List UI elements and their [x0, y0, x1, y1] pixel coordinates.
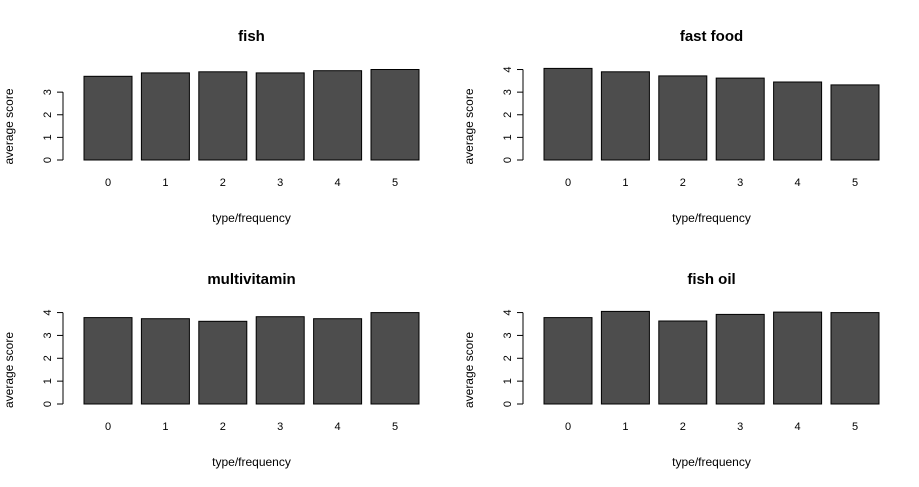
- x-tick-label-1-4: 4: [795, 177, 801, 189]
- x-tick-label-0-1: 1: [162, 177, 168, 189]
- y-axis-label-1: average score: [462, 88, 476, 164]
- x-axis-label-2: type/frequency: [212, 455, 291, 469]
- y-tick-label-0-2: 2: [42, 112, 54, 118]
- y-axis-label-0: average score: [2, 88, 16, 164]
- x-tick-label-0-2: 2: [220, 177, 226, 189]
- bar-1-5: [830, 84, 880, 161]
- y-tick-label-1-4: 4: [502, 66, 514, 72]
- bar-0-1: [140, 72, 190, 161]
- y-tick-label-2-1: 1: [42, 378, 54, 384]
- x-tick-label-1-2: 2: [680, 177, 686, 189]
- y-tick-label-0-3: 3: [42, 89, 54, 95]
- x-tick-label-3-2: 2: [680, 421, 686, 433]
- bar-1-0: [543, 67, 593, 161]
- bar-0-3: [255, 72, 305, 161]
- bar-1-3: [715, 77, 765, 161]
- y-tick-label-2-4: 4: [42, 310, 54, 316]
- y-tick-label-2-2: 2: [42, 355, 54, 361]
- x-tick-label-3-0: 0: [565, 421, 571, 433]
- x-tick-label-0-4: 4: [335, 177, 341, 189]
- bar-0-4: [313, 70, 363, 161]
- y-axis-label-3: average score: [462, 332, 476, 408]
- y-tick-label-1-3: 3: [502, 89, 514, 95]
- y-tick-label-3-2: 2: [502, 355, 514, 361]
- x-tick-label-3-5: 5: [852, 421, 858, 433]
- x-tick-label-1-3: 3: [737, 177, 743, 189]
- y-tick-label-2-0: 0: [42, 401, 54, 407]
- x-tick-label-0-5: 5: [392, 177, 398, 189]
- y-tick-label-1-0: 0: [502, 157, 514, 163]
- x-tick-label-2-0: 0: [105, 421, 111, 433]
- y-tick-label-3-3: 3: [502, 332, 514, 338]
- chart-title-1: fast food: [680, 28, 743, 45]
- bar-2-5: [370, 312, 420, 405]
- y-tick-label-1-2: 2: [502, 112, 514, 118]
- bar-3-2: [658, 320, 708, 405]
- bar-2-3: [255, 316, 305, 405]
- bar-3-1: [600, 310, 650, 405]
- x-axis-label-0: type/frequency: [212, 211, 291, 225]
- x-tick-label-2-4: 4: [335, 421, 341, 433]
- bar-0-5: [370, 69, 420, 161]
- x-tick-label-2-5: 5: [392, 421, 398, 433]
- bar-0-0: [83, 75, 133, 161]
- bar-2-0: [83, 317, 133, 405]
- bar-1-4: [773, 81, 823, 161]
- bar-1-1: [600, 71, 650, 161]
- x-tick-label-3-3: 3: [737, 421, 743, 433]
- y-tick-label-0-0: 0: [42, 157, 54, 163]
- y-axis-label-2: average score: [2, 332, 16, 408]
- y-tick-label-1-1: 1: [502, 134, 514, 140]
- y-tick-label-2-3: 3: [42, 332, 54, 338]
- chart-title-3: fish oil: [687, 271, 735, 288]
- bar-2-4: [313, 318, 363, 405]
- bar-0-2: [198, 71, 248, 161]
- bar-3-3: [715, 313, 765, 405]
- bar-3-4: [773, 311, 823, 405]
- y-tick-label-3-4: 4: [502, 310, 514, 316]
- x-tick-label-3-4: 4: [795, 421, 801, 433]
- chart-title-0: fish: [238, 28, 265, 45]
- x-tick-label-2-2: 2: [220, 421, 226, 433]
- chart-title-2: multivitamin: [207, 271, 295, 288]
- x-axis-label-3: type/frequency: [672, 455, 751, 469]
- y-tick-label-3-1: 1: [502, 378, 514, 384]
- bar-3-5: [830, 312, 880, 405]
- y-tick-label-0-1: 1: [42, 134, 54, 140]
- x-tick-label-1-5: 5: [852, 177, 858, 189]
- x-tick-label-2-1: 1: [162, 421, 168, 433]
- x-tick-label-3-1: 1: [622, 421, 628, 433]
- x-tick-label-2-3: 3: [277, 421, 283, 433]
- bar-1-2: [658, 75, 708, 161]
- x-tick-label-1-0: 0: [565, 177, 571, 189]
- x-axis-label-1: type/frequency: [672, 211, 751, 225]
- bar-2-2: [198, 320, 248, 405]
- x-tick-label-0-0: 0: [105, 177, 111, 189]
- bar-3-0: [543, 317, 593, 405]
- x-tick-label-1-1: 1: [622, 177, 628, 189]
- bar-2-1: [140, 318, 190, 405]
- y-tick-label-3-0: 0: [502, 401, 514, 407]
- x-tick-label-0-3: 3: [277, 177, 283, 189]
